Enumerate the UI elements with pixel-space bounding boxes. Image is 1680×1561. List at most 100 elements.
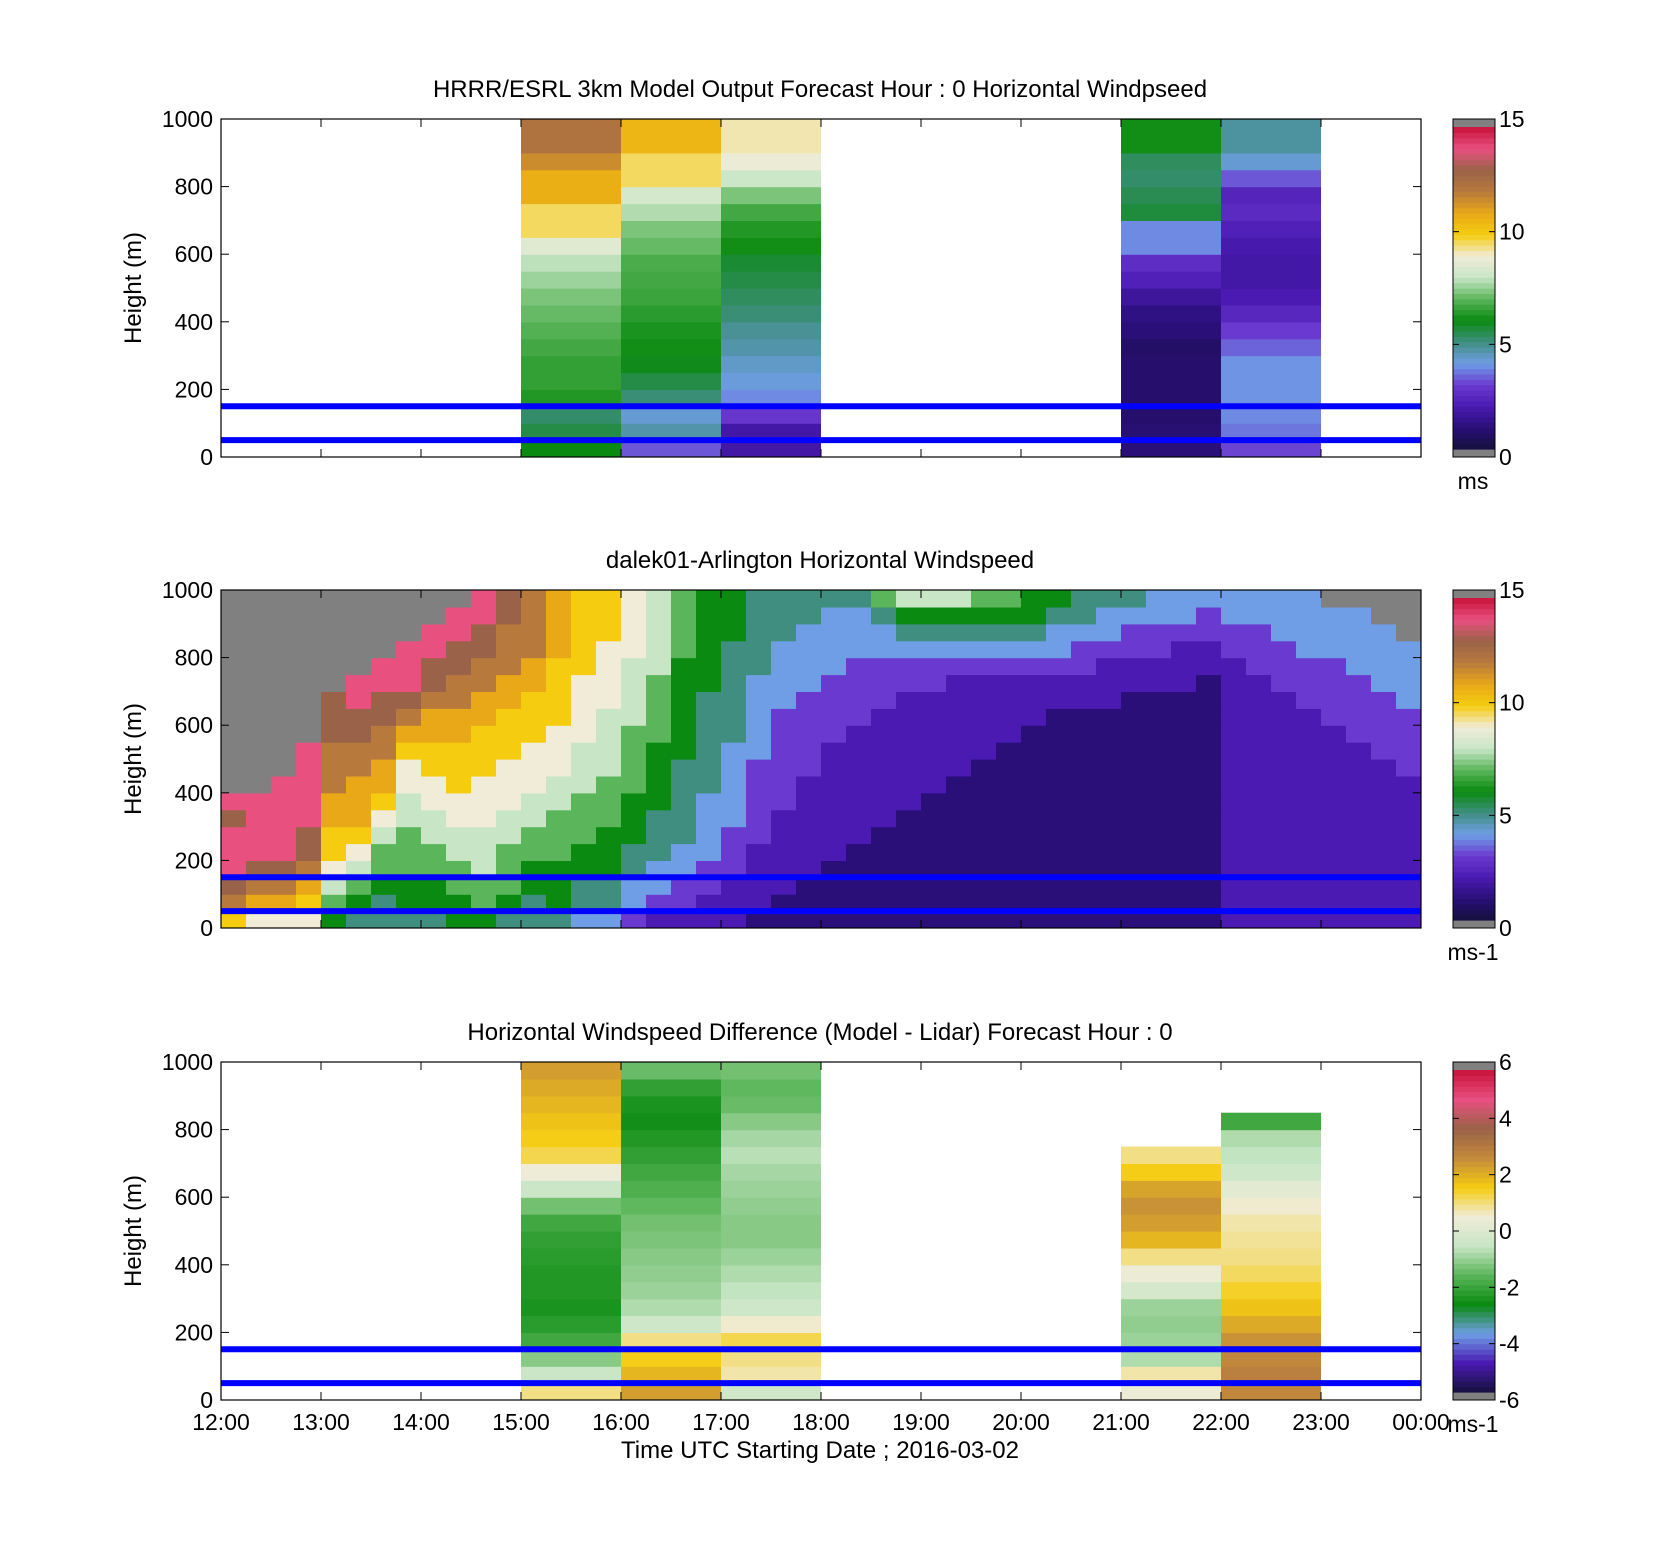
heatmap-cell: [821, 674, 847, 692]
colorbar-step: [1453, 282, 1495, 289]
heatmap-cell: [621, 911, 647, 928]
heatmap-cell: [1221, 742, 1247, 760]
heatmap-cell: [721, 708, 747, 726]
x-axis-label: Time UTC Starting Date ; 2016-03-02: [621, 1437, 1019, 1464]
heatmap-cell: [1346, 623, 1372, 642]
heatmap-cell: [796, 809, 822, 828]
heatmap-cell: [746, 674, 772, 692]
heatmap-cell: [1146, 691, 1172, 709]
y-tick-label: 800: [175, 1117, 213, 1143]
heatmap-cell: [846, 826, 872, 845]
colorbar-step: [1453, 678, 1495, 685]
heatmap-cell: [746, 826, 772, 845]
heatmap-cell: [721, 657, 747, 676]
heatmap-cell: [896, 742, 922, 760]
heatmap-cell: [696, 691, 722, 709]
colorbar-step: [1453, 785, 1495, 792]
heatmap-cell: [521, 1078, 621, 1097]
heatmap-cell: [871, 792, 897, 811]
heatmap-cell: [1121, 742, 1147, 760]
heatmap-cell: [1396, 894, 1421, 912]
heatmap-cell: [1046, 843, 1072, 861]
heatmap-cell: [1146, 674, 1172, 692]
heatmap-cell: [521, 1383, 621, 1400]
heatmap-cell: [1196, 691, 1222, 709]
heatmap-cell: [1271, 775, 1297, 794]
heatmap-cell: [946, 877, 972, 895]
heatmap-cell: [846, 657, 872, 676]
heatmap-cell: [946, 911, 972, 928]
heatmap-cell: [946, 860, 972, 878]
heatmap-cell: [446, 674, 472, 692]
heatmap-cell: [871, 911, 897, 928]
heatmap-cell: [1221, 338, 1321, 357]
heatmap-cell: [871, 657, 897, 676]
colorbar-step: [1453, 603, 1495, 610]
heatmap-cell: [746, 657, 772, 676]
heatmap-cell: [596, 809, 622, 828]
heatmap-cell: [696, 623, 722, 642]
heatmap-cell: [721, 1366, 821, 1384]
heatmap-cell: [446, 742, 472, 760]
heatmap-cell: [1371, 826, 1397, 845]
heatmap-cell: [521, 152, 621, 171]
y-tick-label: 0: [200, 1387, 213, 1413]
heatmap-cell: [446, 759, 472, 777]
colorbar-step: [1453, 1225, 1495, 1232]
heatmap-cell: [1246, 911, 1272, 928]
heatmap-cell: [1121, 321, 1221, 340]
heatmap-cell: [521, 606, 547, 625]
heatmap-cell: [1221, 304, 1321, 323]
heatmap-cell: [971, 843, 997, 861]
heatmap-cell: [821, 640, 847, 659]
heatmap-cell: [1196, 623, 1222, 642]
heatmap-cell: [721, 725, 747, 743]
colorbar-step: [1453, 812, 1495, 819]
colorbar-step: [1453, 148, 1495, 155]
heatmap-cell: [621, 1062, 721, 1080]
heatmap-cell: [646, 843, 672, 861]
heatmap-cell: [671, 623, 697, 642]
heatmap-cell: [896, 623, 922, 642]
y-tick-label: 400: [175, 1252, 213, 1278]
heatmap-cell: [1021, 691, 1047, 709]
heatmap-cell: [621, 894, 647, 912]
heatmap-cell: [1071, 911, 1097, 928]
heatmap-cell: [521, 894, 547, 912]
heatmap-cell: [521, 1231, 621, 1249]
heatmap-cell: [1146, 742, 1172, 760]
colorbar-step: [1453, 1134, 1495, 1141]
colorbar-tick-label: 4: [1499, 1105, 1512, 1131]
heatmap-cell: [621, 203, 721, 221]
heatmap-cell: [1121, 440, 1221, 457]
heatmap-cell: [371, 640, 397, 659]
heatmap-cell: [221, 860, 247, 878]
colorbar-step: [1453, 330, 1495, 337]
heatmap-cell: [1046, 623, 1072, 642]
colorbar-step: [1453, 683, 1495, 690]
heatmap-cell: [1121, 606, 1147, 625]
colorbar-step: [1453, 379, 1495, 386]
heatmap-cell: [1221, 1129, 1321, 1148]
heatmap-cell: [1121, 271, 1221, 289]
colorbar-step: [1453, 1177, 1495, 1184]
heatmap-cell: [571, 590, 597, 608]
colorbar-step: [1453, 164, 1495, 171]
heatmap-cell: [1071, 759, 1097, 777]
heatmap-cell: [346, 826, 372, 845]
heatmap-cell: [296, 623, 322, 642]
heatmap-cell: [971, 623, 997, 642]
heatmap-cell: [546, 708, 572, 726]
heatmap-cell: [1246, 877, 1272, 895]
heatmap-cell: [1321, 742, 1347, 760]
heatmap-cell: [1021, 590, 1047, 608]
heatmap-cell: [621, 1129, 721, 1148]
heatmap-cell: [721, 440, 821, 457]
heatmap-cell: [471, 708, 497, 726]
heatmap-cell: [1321, 894, 1347, 912]
colorbar-tick-label: 5: [1499, 331, 1512, 357]
heatmap-cell: [1171, 623, 1197, 642]
heatmap-cell: [1221, 1163, 1321, 1181]
colorbar-step: [1453, 1316, 1495, 1323]
heatmap-cell: [1071, 691, 1097, 709]
